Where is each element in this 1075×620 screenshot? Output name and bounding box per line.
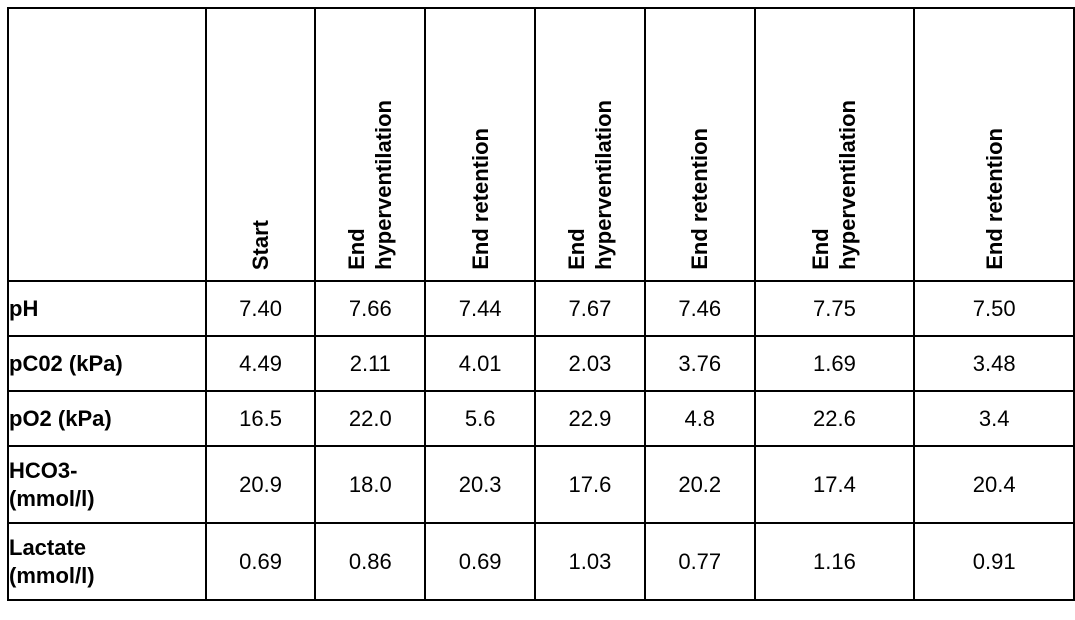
table-cell: 16.5 (204, 390, 317, 447)
header-row: Start End hyperventilation End retention… (7, 7, 1075, 282)
column-header-end-retention-1: End retention (424, 7, 537, 282)
table-cell: 1.16 (753, 522, 916, 601)
table-cell: 7.40 (204, 280, 317, 337)
table-cell: 22.9 (534, 390, 646, 447)
table-cell: 0.91 (913, 522, 1075, 601)
corner-cell (7, 7, 207, 282)
table-cell: 7.66 (314, 280, 427, 337)
row-label: pH (7, 280, 207, 337)
row-label: pC02 (kPa) (7, 335, 207, 392)
table-cell: 0.86 (314, 522, 427, 601)
table-cell: 17.6 (534, 445, 646, 524)
table-cell: 0.77 (643, 522, 756, 601)
row-label: HCO3- (mmol/l) (7, 445, 207, 524)
table-cell: 1.69 (753, 335, 916, 392)
table-cell: 20.2 (643, 445, 756, 524)
table-cell: 3.48 (913, 335, 1075, 392)
column-header-start: Start (204, 7, 317, 282)
table-cell: 20.9 (204, 445, 317, 524)
blood-gas-table: Start End hyperventilation End retention… (7, 7, 1075, 601)
table-cell: 0.69 (204, 522, 317, 601)
column-header-end-retention-2: End retention (643, 7, 756, 282)
column-header-end-hyperventilation-1: End hyperventilation (314, 7, 427, 282)
table-cell: 22.6 (753, 390, 916, 447)
table-cell: 2.11 (314, 335, 427, 392)
row-label: Lactate (mmol/l) (7, 522, 207, 601)
table-row-po2: pO2 (kPa) 16.5 22.0 5.6 22.9 4.8 22.6 3.… (7, 390, 1075, 447)
table-row-ph: pH 7.40 7.66 7.44 7.67 7.46 7.75 7.50 (7, 280, 1075, 337)
column-header-end-hyperventilation-3: End hyperventilation (753, 7, 916, 282)
column-header-end-retention-3: End retention (913, 7, 1075, 282)
table-cell: 1.03 (534, 522, 646, 601)
table-cell: 4.49 (204, 335, 317, 392)
table-row-hco3: HCO3- (mmol/l) 20.9 18.0 20.3 17.6 20.2 … (7, 445, 1075, 524)
table-cell: 20.4 (913, 445, 1075, 524)
table-cell: 7.46 (643, 280, 756, 337)
table-cell: 22.0 (314, 390, 427, 447)
column-header-end-hyperventilation-2: End hyperventilation (534, 7, 646, 282)
table-cell: 4.01 (424, 335, 537, 392)
table-cell: 0.69 (424, 522, 537, 601)
table-row-lactate: Lactate (mmol/l) 0.69 0.86 0.69 1.03 0.7… (7, 522, 1075, 601)
table-cell: 7.67 (534, 280, 646, 337)
table-cell: 5.6 (424, 390, 537, 447)
table-cell: 17.4 (753, 445, 916, 524)
table-cell: 7.44 (424, 280, 537, 337)
table-cell: 7.75 (753, 280, 916, 337)
table-cell: 20.3 (424, 445, 537, 524)
table-cell: 7.50 (913, 280, 1075, 337)
row-label: pO2 (kPa) (7, 390, 207, 447)
table-cell: 2.03 (534, 335, 646, 392)
table-cell: 4.8 (643, 390, 756, 447)
table-cell: 3.76 (643, 335, 756, 392)
table-cell: 18.0 (314, 445, 427, 524)
table-cell: 3.4 (913, 390, 1075, 447)
table-row-pco2: pC02 (kPa) 4.49 2.11 4.01 2.03 3.76 1.69… (7, 335, 1075, 392)
